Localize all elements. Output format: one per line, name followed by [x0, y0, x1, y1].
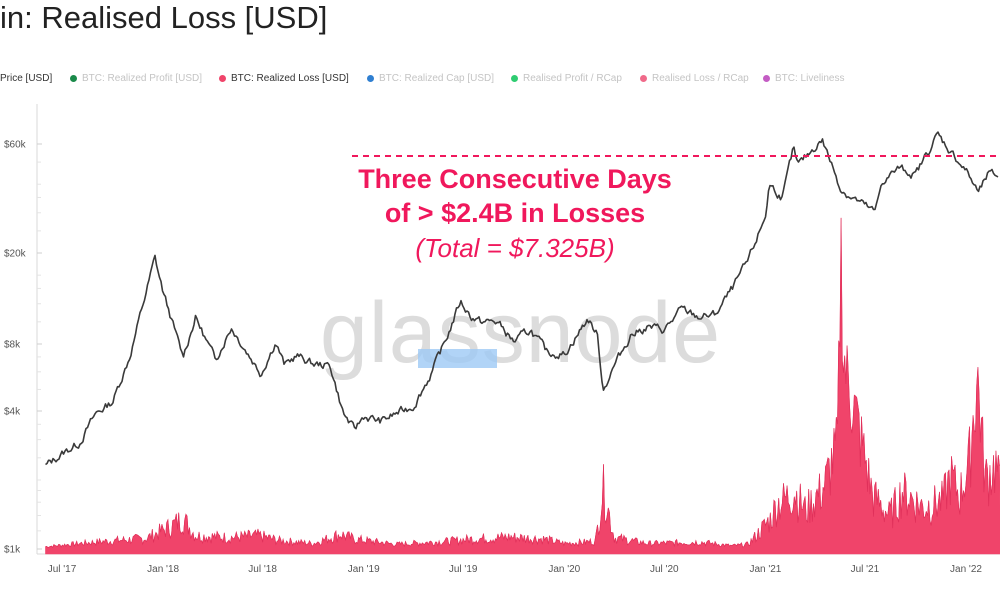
legend-dot-realized-profit: [70, 75, 77, 82]
annotation-line-1: Three Consecutive Days: [358, 164, 672, 194]
y-tick-label: $8k: [4, 340, 21, 351]
x-tick-label: Jan '21: [749, 564, 781, 575]
legend-item-realized-loss[interactable]: BTC: Realized Loss [USD]: [219, 73, 349, 84]
legend-label-realized-loss: BTC: Realized Loss [USD]: [231, 73, 349, 84]
x-tick-label: Jan '20: [548, 564, 580, 575]
y-tick-label: $4k: [4, 407, 21, 418]
chart-title: in: Realised Loss [USD]: [0, 0, 328, 35]
legend-dot-liveliness: [763, 75, 770, 82]
legend-label-liveliness: BTC: Liveliness: [775, 73, 845, 84]
realized-loss-area: [45, 217, 1000, 555]
legend-item-realized-cap[interactable]: BTC: Realized Cap [USD]: [367, 73, 494, 84]
legend-dot-realized-loss: [219, 75, 226, 82]
legend-label-profit-rcap: Realised Profit / RCap: [523, 73, 622, 84]
price-line: [45, 131, 999, 466]
legend-item-profit-rcap[interactable]: Realised Profit / RCap: [511, 73, 622, 84]
legend-item-loss-rcap[interactable]: Realised Loss / RCap: [640, 73, 749, 84]
y-tick-label: $20k: [4, 249, 27, 260]
legend-label-price: Price [USD]: [0, 73, 53, 84]
annotation-line-3: (Total = $7.325B): [415, 233, 614, 263]
y-axis-ticks: $1k $4k $8k $20k $60k: [4, 140, 42, 556]
legend-label-loss-rcap: Realised Loss / RCap: [652, 73, 749, 84]
x-tick-label: Jan '22: [950, 564, 982, 575]
legend-dot-profit-rcap: [511, 75, 518, 82]
x-tick-label: Jul '18: [248, 564, 277, 575]
x-tick-label: Jul '19: [449, 564, 478, 575]
legend-dot-loss-rcap: [640, 75, 647, 82]
y-tick-label: $60k: [4, 140, 27, 151]
annotation-line-2: of > $2.4B in Losses: [385, 198, 645, 228]
x-tick-label: Jul '20: [650, 564, 679, 575]
x-tick-label: Jan '19: [348, 564, 380, 575]
highlight-box: [418, 349, 497, 368]
legend: Price [USD] BTC: Realized Profit [USD] B…: [0, 73, 1000, 89]
legend-label-realized-profit: BTC: Realized Profit [USD]: [82, 73, 203, 84]
realized-loss-outline: [45, 217, 1000, 549]
x-tick-label: Jan '18: [147, 564, 179, 575]
x-axis-ticks: Jul '17 Jan '18 Jul '18 Jan '19 Jul '19 Jan '…: [48, 564, 983, 575]
legend-label-realized-cap: BTC: Realized Cap [USD]: [379, 73, 495, 84]
legend-item-liveliness[interactable]: BTC: Liveliness: [763, 73, 844, 84]
x-tick-label: Jul '17: [48, 564, 77, 575]
legend-item-price[interactable]: Price [USD]: [0, 73, 52, 84]
realized-loss-layer: [45, 217, 1000, 555]
legend-dot-realized-cap: [367, 75, 374, 82]
legend-item-realized-profit[interactable]: BTC: Realized Profit [USD]: [70, 73, 202, 84]
x-tick-label: Jul '21: [851, 564, 880, 575]
price-layer: [45, 131, 999, 466]
y-tick-label: $1k: [4, 545, 21, 556]
